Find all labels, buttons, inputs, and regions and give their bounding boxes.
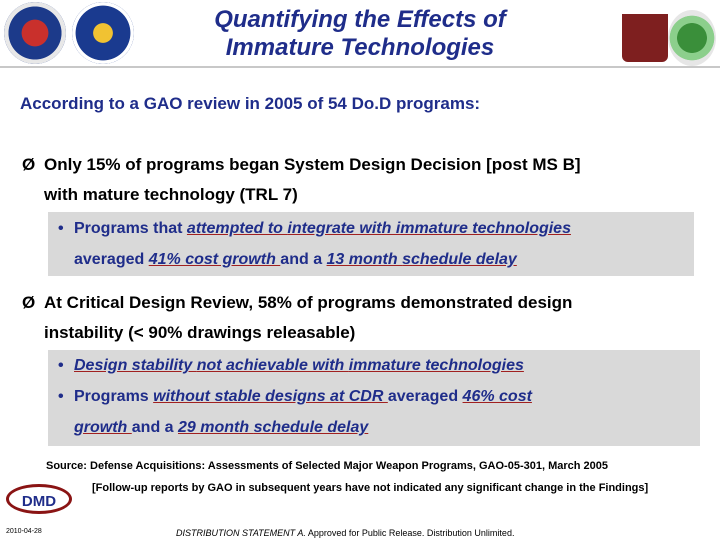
footer-date: 2010-04-28 [6,528,42,535]
dot-bullet-icon: • [58,388,64,405]
header-divider [0,66,720,68]
header: Quantifying the Effects of Immature Tech… [0,0,720,68]
distribution-statement: DISTRIBUTION STATEMENT A. Approved for P… [176,528,514,538]
source-citation: Source: Defense Acquisitions: Assessment… [46,460,608,472]
followup-note: [Follow-up reports by GAO in subsequent … [92,482,649,494]
text-fragment: attempted to [186,220,288,237]
callout-box-1 [48,212,694,276]
bullet-2-line-1: At Critical Design Review, 58% of progra… [44,293,573,312]
text-fragment: integrate with immature technologies [287,220,571,237]
text-fragment: Programs [74,388,154,405]
text-fragment: immature technologies [348,357,524,374]
callout-box-2 [48,350,700,446]
text-fragment: 46% cost [462,388,532,405]
intro-text: According to a GAO review in 2005 of 54 … [20,94,481,113]
text-fragment: without stable designs at CDR [153,388,388,405]
distribution-text: Approved for Public Release. Distributio… [305,528,515,538]
text-fragment: not achievable with [196,357,349,374]
text-fragment: 13 month [326,251,403,268]
bullet-2-line-2: instability (< 90% drawings releasable) [44,323,356,342]
dot-bullet-icon: • [58,220,64,237]
text-fragment: 41% cost growth [148,251,281,268]
page-title: Quantifying the Effects of Immature Tech… [150,6,570,62]
distribution-label: DISTRIBUTION STATEMENT A. [176,528,306,538]
text-fragment: schedule delay [253,419,369,436]
text-fragment: 29 month [178,419,254,436]
dot-bullet-icon: • [58,357,64,374]
arrow-bullet-icon: Ø [22,155,36,174]
text-fragment: and a [131,419,178,436]
bullet-1-line-2: with mature technology (TRL 7) [44,185,298,204]
command-emblem-icon [668,10,716,66]
text-fragment: growth [74,419,132,436]
text-fragment: Programs that [74,220,187,237]
text-fragment: Design stability [74,357,197,374]
title-line-1: Quantifying the Effects of [214,6,506,33]
text-fragment: averaged [74,251,149,268]
eagle-emblem-icon [622,2,668,62]
arrow-bullet-icon: Ø [22,293,36,312]
text-fragment: and a [280,251,327,268]
text-fragment: averaged [387,388,463,405]
title-line-2: Immature Technologies [225,34,495,61]
bullet-1-line-1: Only 15% of programs began System Design… [44,155,581,174]
text-fragment: schedule delay [402,251,517,268]
dod-seal-icon [4,2,66,64]
dmd-logo: DMD [6,484,72,514]
agency-seal-icon [72,2,134,64]
